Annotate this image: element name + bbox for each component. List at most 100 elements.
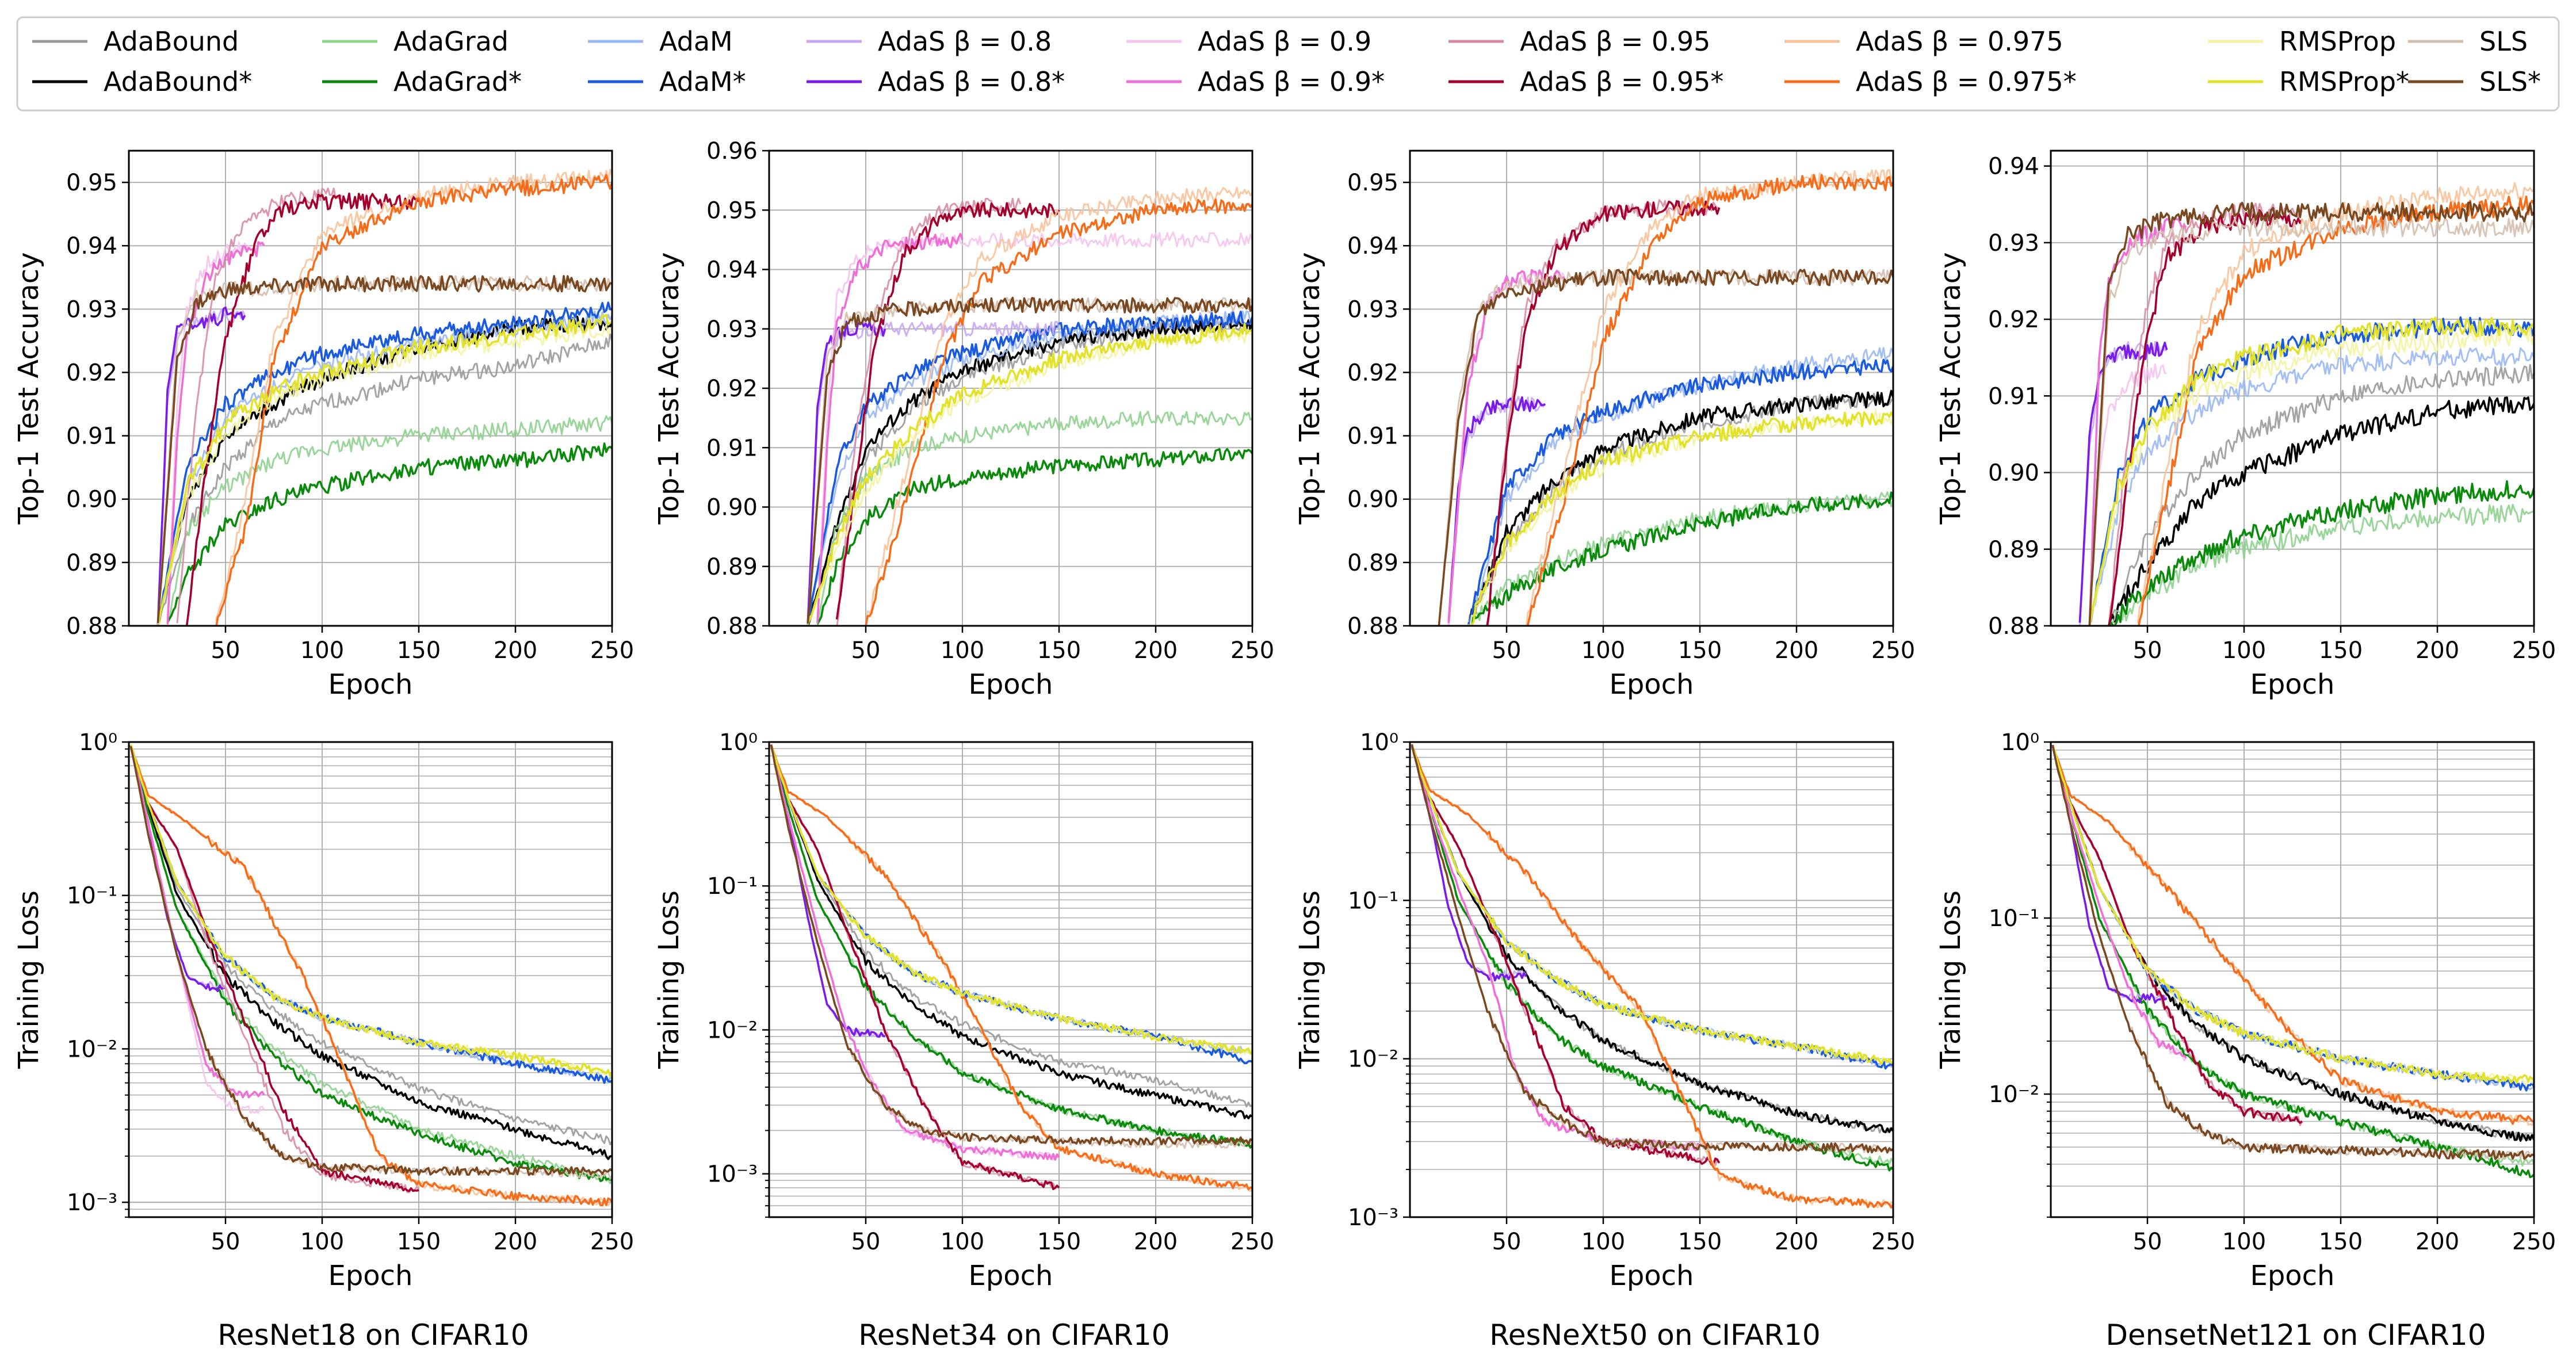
series-rmsprop-star xyxy=(1411,745,1893,1065)
plot-frame xyxy=(2050,741,2535,1218)
series-sls xyxy=(807,297,1252,625)
y-tick-label: 0.92 xyxy=(1988,307,2039,333)
y-tick-label: 0.94 xyxy=(66,233,117,259)
x-tick-label: 50 xyxy=(2133,1229,2162,1255)
series-adabound-star xyxy=(2108,396,2534,626)
panel-loss-3: 50 100 150 200 250 10⁻³ 10⁻² 10⁻¹ 10⁰ Epoch Traini… xyxy=(1294,729,1915,1292)
series-adabound xyxy=(2108,364,2534,626)
x-tick-label: 200 xyxy=(1775,1229,1818,1255)
series-adas-beta-0-8-star xyxy=(2078,341,2168,623)
series-sls-star xyxy=(807,296,1252,624)
y-tick-label: 10⁻¹ xyxy=(67,883,117,909)
y-tick-label: 0.90 xyxy=(706,495,758,521)
series-adabound xyxy=(157,333,612,626)
x-tick-label: 200 xyxy=(1775,637,1818,664)
x-tick-label: 250 xyxy=(1230,637,1274,664)
series-sls xyxy=(1438,269,1893,626)
series-adas-beta-0-8 xyxy=(807,320,1060,626)
series-adam-star xyxy=(156,301,612,626)
y-axis-label: Training Loss xyxy=(1294,890,1326,1069)
x-tick-label: 200 xyxy=(494,1229,537,1255)
series-adas-beta-0-9-star xyxy=(770,744,1060,1161)
series-group xyxy=(2078,182,2534,626)
x-tick-label: 100 xyxy=(941,637,984,664)
series-adagrad xyxy=(2109,503,2534,626)
series-group xyxy=(129,744,612,1207)
y-tick-label: 0.93 xyxy=(706,316,758,343)
series-rmsprop-star xyxy=(157,313,612,626)
x-tick-label: 150 xyxy=(1678,637,1722,664)
legend-label: AdaGrad* xyxy=(393,66,522,97)
series-adas-beta-0-8-star xyxy=(1447,396,1546,623)
series-adas-beta-0-975-star xyxy=(770,744,1252,1191)
series-adas-beta-0-975-star xyxy=(215,174,612,626)
y-tick-label: 0.93 xyxy=(1988,230,2039,257)
x-tick-label: 250 xyxy=(1230,1229,1274,1255)
x-axis-label: Epoch xyxy=(2250,668,2335,701)
legend-label: AdaS β = 0.975* xyxy=(1856,66,2077,97)
legend-entry-adagrad-star: AdaGrad* xyxy=(322,66,522,97)
x-tick-label: 150 xyxy=(2319,1229,2363,1255)
x-tick-label: 250 xyxy=(1871,637,1915,664)
x-tick-label: 200 xyxy=(494,637,537,664)
series-sls-star xyxy=(156,275,612,624)
x-tick-label: 150 xyxy=(397,1229,441,1255)
legend-entry-adam: AdaM xyxy=(588,26,733,57)
y-tick-label: 0.92 xyxy=(66,360,117,386)
x-tick-label: 50 xyxy=(211,637,240,664)
legend-entry-rmsprop: RMSProp xyxy=(2208,26,2396,57)
series-sls-star xyxy=(1411,744,1893,1154)
series-adam-star xyxy=(1467,358,1893,625)
series-rmsprop-star xyxy=(807,323,1252,626)
y-tick-label: 0.91 xyxy=(1347,423,1398,450)
y-tick-label: 0.95 xyxy=(1347,170,1398,196)
series-adas-beta-0-95-star xyxy=(1411,745,1721,1166)
y-axis-label: Training Loss xyxy=(653,890,685,1069)
y-tick-label: 10⁻¹ xyxy=(707,873,758,900)
series-group xyxy=(770,744,1252,1192)
x-axis-label: Epoch xyxy=(1610,668,1694,701)
x-tick-label: 200 xyxy=(1134,1229,1178,1255)
series-adagrad-star xyxy=(2051,747,2534,1179)
x-tick-label: 250 xyxy=(2512,637,2556,664)
series-adagrad-star xyxy=(816,448,1252,625)
legend-entry-adabound-star: AdaBound* xyxy=(32,66,252,97)
legend-label: AdaS β = 0.8 xyxy=(878,26,1052,57)
series-adagrad xyxy=(166,415,612,624)
y-tick-label: 0.95 xyxy=(66,170,117,196)
series-adagrad-star xyxy=(129,745,612,1183)
series-adam xyxy=(1467,347,1893,624)
y-tick-label: 10⁻² xyxy=(67,1036,117,1062)
series-adagrad-star xyxy=(1471,491,1893,626)
series-adas-beta-0-9 xyxy=(816,231,1252,624)
y-tick-label: 0.96 xyxy=(706,138,758,165)
x-tick-label: 100 xyxy=(300,637,344,664)
legend-entry-sls: SLS xyxy=(2408,26,2528,57)
y-tick-label: 10⁻² xyxy=(1989,1081,2039,1108)
legend-entry-adas-beta-0-8-star: AdaS β = 0.8* xyxy=(807,66,1065,97)
series-adabound xyxy=(770,744,1252,1108)
legend-label: AdaS β = 0.95 xyxy=(1520,26,1710,57)
series-adas-beta-0-975-star xyxy=(2051,744,2534,1125)
series-adas-beta-0-95-star xyxy=(1486,200,1721,626)
series-sls-star xyxy=(129,745,612,1176)
series-adas-beta-0-8-star xyxy=(807,320,886,624)
series-adas-beta-0-975 xyxy=(2137,182,2534,624)
y-axis-label: Training Loss xyxy=(13,890,45,1069)
series-adas-beta-0-95-star xyxy=(186,192,420,626)
panel-accuracy-4: 50 100 150 200 250 0.88 0.89 0.90 0.91 0.92 0.93 0.… xyxy=(1935,150,2556,701)
x-tick-label: 100 xyxy=(2222,1229,2266,1255)
y-tick-label: 10⁻¹ xyxy=(1348,888,1398,914)
y-tick-label: 10⁰ xyxy=(79,729,117,756)
x-tick-label: 100 xyxy=(1581,637,1625,664)
x-axis-label: Epoch xyxy=(328,668,413,701)
x-tick-label: 150 xyxy=(1678,1229,1722,1255)
series-adas-beta-0-8-star xyxy=(156,306,246,626)
legend-label: AdaS β = 0.9* xyxy=(1198,66,1385,97)
caption-densenet121: DensetNet121 on CIFAR10 xyxy=(2105,1318,2486,1352)
x-tick-label: 100 xyxy=(300,1229,344,1255)
x-tick-label: 100 xyxy=(941,1229,984,1255)
panel-loss-4: 50 100 150 200 250 10⁻² 10⁻¹ 10⁰ Epoch Training L… xyxy=(1935,729,2556,1292)
y-tick-label: 0.94 xyxy=(1347,233,1398,259)
